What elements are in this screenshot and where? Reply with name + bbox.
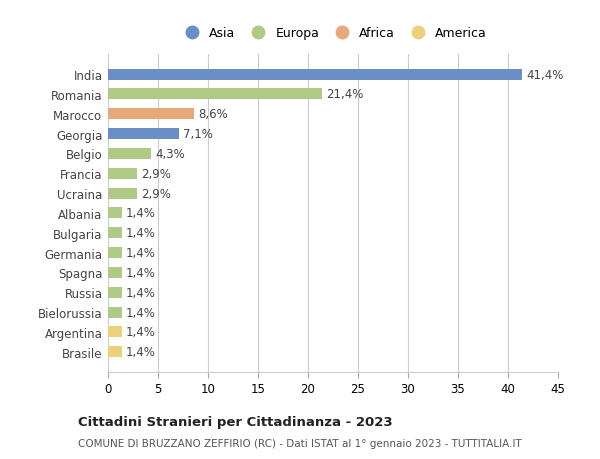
Text: 4,3%: 4,3% [155, 148, 185, 161]
Text: 7,1%: 7,1% [183, 128, 213, 141]
Legend: Asia, Europa, Africa, America: Asia, Europa, Africa, America [175, 23, 491, 44]
Text: 1,4%: 1,4% [126, 266, 156, 279]
Bar [108, 149, 151, 160]
Bar [108, 208, 122, 219]
Bar [108, 168, 137, 179]
Text: 1,4%: 1,4% [126, 346, 156, 358]
Bar [108, 69, 522, 80]
Text: 1,4%: 1,4% [126, 246, 156, 259]
Bar [108, 129, 179, 140]
Bar [108, 109, 194, 120]
Text: 1,4%: 1,4% [126, 286, 156, 299]
Text: 2,9%: 2,9% [141, 168, 171, 180]
Bar [108, 287, 122, 298]
Bar [108, 327, 122, 338]
Text: 1,4%: 1,4% [126, 326, 156, 339]
Text: COMUNE DI BRUZZANO ZEFFIRIO (RC) - Dati ISTAT al 1° gennaio 2023 - TUTTITALIA.IT: COMUNE DI BRUZZANO ZEFFIRIO (RC) - Dati … [78, 438, 522, 448]
Text: 2,9%: 2,9% [141, 187, 171, 200]
Bar [108, 267, 122, 278]
Text: 1,4%: 1,4% [126, 207, 156, 220]
Text: 41,4%: 41,4% [526, 68, 563, 81]
Bar [108, 347, 122, 358]
Bar [108, 188, 137, 199]
Text: 1,4%: 1,4% [126, 227, 156, 240]
Bar [108, 307, 122, 318]
Text: 21,4%: 21,4% [326, 88, 364, 101]
Bar [108, 228, 122, 239]
Bar [108, 89, 322, 100]
Bar [108, 247, 122, 258]
Text: 1,4%: 1,4% [126, 306, 156, 319]
Text: Cittadini Stranieri per Cittadinanza - 2023: Cittadini Stranieri per Cittadinanza - 2… [78, 415, 392, 428]
Text: 8,6%: 8,6% [198, 108, 228, 121]
